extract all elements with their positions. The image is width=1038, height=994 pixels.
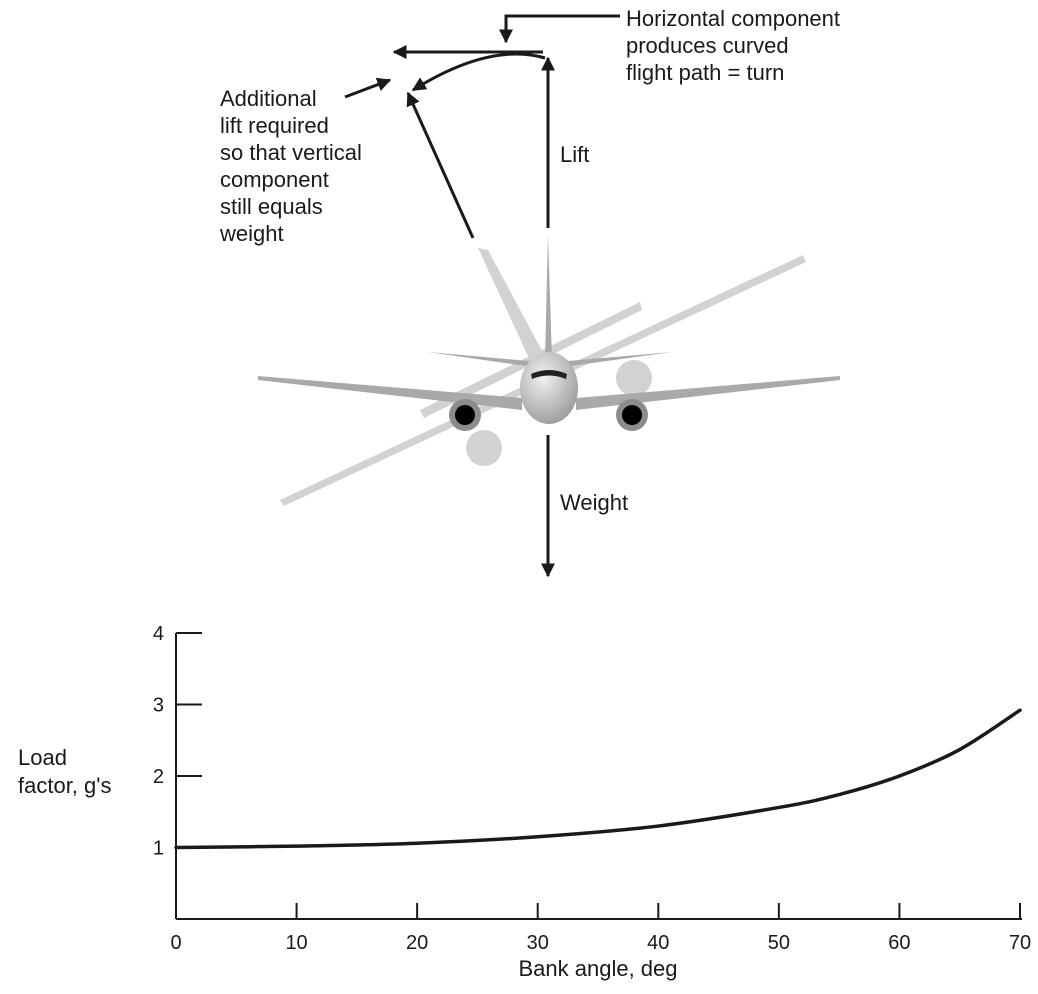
x-tick-label-0: 0 <box>170 932 181 954</box>
y-ticks <box>176 632 202 849</box>
level-airplane <box>258 234 840 431</box>
tail-fin <box>545 234 552 360</box>
fuselage <box>520 352 578 424</box>
x-ticks <box>175 903 1021 919</box>
banked-engine-right <box>616 360 652 396</box>
x-tick-label-60: 60 <box>888 932 910 954</box>
curved-flight-path-arrow <box>411 52 546 92</box>
x-tick-label-40: 40 <box>647 932 669 954</box>
y-tick-label-2: 2 <box>153 766 164 788</box>
series-group <box>174 708 1022 850</box>
lift-label: Lift <box>560 142 589 167</box>
x-tick-label-70: 70 <box>1009 932 1031 954</box>
y-tick-labels: 1 2 3 4 <box>153 623 164 860</box>
y-axis-label: Load factor, g's <box>18 745 111 798</box>
left-wing <box>258 376 522 410</box>
cockpit-windows <box>531 370 567 379</box>
engine-right-core <box>622 405 642 425</box>
banked-engine-left <box>466 430 502 466</box>
weight-label: Weight <box>560 490 628 515</box>
y-tick-label-1: 1 <box>153 838 164 860</box>
horizontal-note-leader <box>499 14 620 44</box>
additional-note-leader <box>344 77 392 99</box>
y-tick-label-4: 4 <box>153 623 164 645</box>
resultant-lift-arrow <box>406 91 475 239</box>
horizontal-stabilizer-left <box>428 352 540 368</box>
horizontal-stabilizer-right <box>556 352 672 368</box>
x-axis: 0 10 20 30 40 50 60 70 <box>170 903 1031 954</box>
force-vectors <box>344 14 620 578</box>
x-axis-label: Bank angle, deg <box>518 956 677 981</box>
engine-left-core <box>455 405 475 425</box>
x-tick-labels: 0 10 20 30 40 50 60 70 <box>170 932 1031 954</box>
series-line-0 <box>174 708 1022 850</box>
x-tick-label-20: 20 <box>406 932 428 954</box>
x-tick-label-10: 10 <box>285 932 307 954</box>
right-wing <box>576 376 840 410</box>
banked-tail-fin <box>478 248 555 382</box>
horizontal-component-note: Horizontal component produces curved fli… <box>626 6 846 85</box>
load-factor-chart: 0 10 20 30 40 50 60 70 1 2 3 4 Bank angle, deg Loa… <box>18 623 1031 981</box>
additional-lift-note: Additional lift required so that vertica… <box>219 86 368 246</box>
x-tick-label-30: 30 <box>527 932 549 954</box>
y-tick-label-3: 3 <box>153 695 164 717</box>
x-tick-label-50: 50 <box>768 932 790 954</box>
y-axis: 1 2 3 4 <box>153 623 202 919</box>
